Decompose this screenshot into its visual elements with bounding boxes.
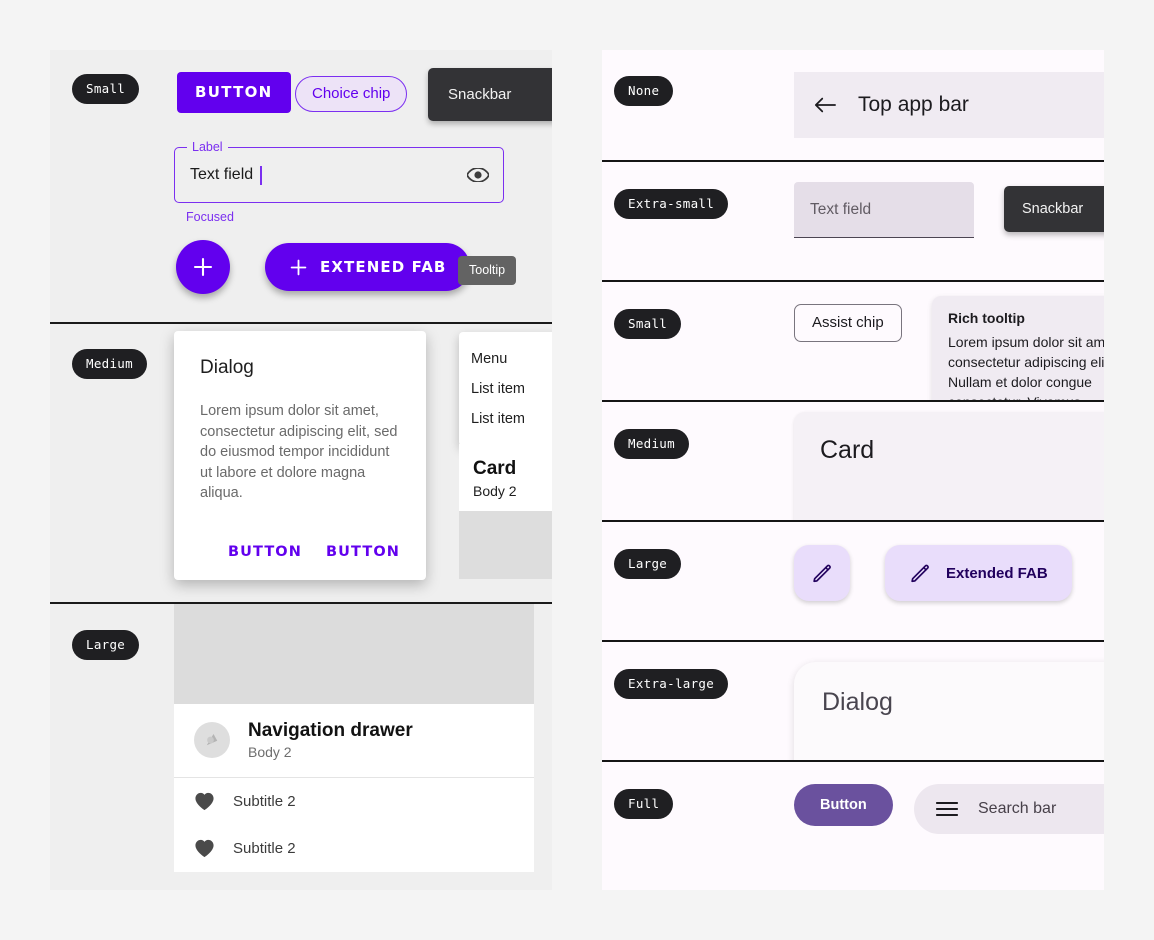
dialog-action-2[interactable]: BUTTON [325, 543, 400, 560]
size-badge-small: Small [614, 309, 682, 339]
choice-chip[interactable]: Choice chip [295, 76, 408, 112]
extended-fab-label: EXTENED FAB [320, 258, 447, 276]
rich-tooltip-body: Lorem ipsum dolor sit amet, consectetur … [948, 334, 1104, 400]
dialog: Dialog [794, 662, 1104, 760]
rich-tooltip-title: Rich tooltip [948, 310, 1025, 326]
text-field-value: Text field [190, 166, 254, 183]
drawer-list-item-label: Subtitle 2 [233, 793, 296, 810]
size-badge-full: Full [614, 789, 674, 819]
avatar-icon [194, 722, 230, 758]
menu-item[interactable]: List item [471, 381, 525, 397]
dialog-action-1[interactable]: BUTTON [227, 543, 302, 560]
card-title: Card [820, 436, 875, 464]
dialog-title: Dialog [200, 357, 254, 378]
tooltip: Tooltip [458, 256, 517, 285]
drawer-header: Navigation drawer Body 2 [174, 704, 534, 778]
drawer-list-item-label: Subtitle 2 [233, 840, 296, 857]
snackbar: Snackbar [428, 68, 552, 121]
right-row-extra-small: Extra-small Text field Snackbar [602, 160, 1104, 280]
drawer-list-item[interactable]: Subtitle 2 [174, 825, 534, 872]
right-row-none: None Top app bar [602, 50, 1104, 160]
hamburger-icon[interactable] [936, 801, 958, 817]
pencil-icon [909, 562, 931, 584]
plus-icon [192, 256, 214, 278]
size-badge-none: None [614, 76, 674, 106]
card-header: Card Body 2 [459, 444, 552, 511]
card-body: Body 2 [473, 483, 517, 499]
size-badge-extra-small: Extra-small [614, 189, 729, 219]
right-row-small: Small Assist chip Rich tooltip Lorem ips… [602, 280, 1104, 400]
arrow-left-icon[interactable] [814, 96, 836, 114]
menu-item[interactable]: List item [471, 411, 525, 427]
right-panel: None Top app bar Extra-small Text field [602, 50, 1104, 890]
drawer-list-item[interactable]: Subtitle 2 [174, 778, 534, 825]
right-row-large: Large Extended FAB [602, 520, 1104, 640]
size-badge-medium: Medium [72, 349, 147, 379]
right-row-extra-large: Extra-large Dialog [602, 640, 1104, 760]
heart-icon [194, 839, 215, 858]
snackbar: Snackbar [1004, 186, 1104, 232]
left-section-medium: Medium Dialog Lorem ipsum dolor sit amet… [50, 322, 552, 602]
card-title: Card [473, 458, 517, 479]
dialog-actions: BUTTON BUTTON [200, 544, 400, 566]
dialog: Dialog Lorem ipsum dolor sit amet, conse… [174, 331, 426, 580]
plus-icon [289, 258, 308, 277]
assist-chip[interactable]: Assist chip [794, 304, 902, 342]
search-bar[interactable]: Search bar [914, 784, 1104, 834]
drawer-title: Navigation drawer [248, 720, 413, 741]
extended-fab-button[interactable]: EXTENED FAB [265, 243, 471, 291]
filled-button[interactable]: Button [794, 784, 893, 826]
right-row-full: Full Button Search bar [602, 760, 1104, 880]
menu-header: Menu [471, 351, 508, 367]
text-cursor [260, 165, 262, 185]
search-bar-placeholder: Search bar [978, 800, 1057, 817]
size-badge-extra-large: Extra-large [614, 669, 729, 699]
rich-tooltip: Rich tooltip Lorem ipsum dolor sit amet,… [932, 296, 1104, 400]
fab-button[interactable] [794, 545, 850, 601]
size-badge-medium: Medium [614, 429, 689, 459]
left-section-large: Large Navigation drawer Body 2 [50, 602, 552, 890]
top-app-bar: Top app bar [794, 72, 1104, 138]
extended-fab-label: Extended FAB [946, 564, 1048, 582]
text-field-box[interactable]: Label Text field [174, 140, 504, 203]
fab-button[interactable] [176, 240, 230, 294]
dialog-body: Lorem ipsum dolor sit amet, consectetur … [200, 403, 398, 501]
text-field-helper: Focused [186, 210, 234, 224]
size-badge-large: Large [614, 549, 682, 579]
text-field-label: Label [187, 140, 228, 154]
outlined-text-field[interactable]: Label Text field Focused [174, 140, 504, 224]
pencil-icon [811, 562, 833, 584]
right-row-medium: Medium Card [602, 400, 1104, 520]
heart-icon [194, 792, 215, 811]
navigation-drawer: Navigation drawer Body 2 Subtitle 2 [174, 604, 534, 872]
filled-text-field[interactable]: Text field [794, 182, 974, 238]
card: Card [794, 412, 1104, 520]
filled-button[interactable]: BUTTON [177, 72, 291, 113]
size-badge-small: Small [72, 74, 140, 104]
drawer-hero-image [174, 604, 534, 704]
left-section-small: Small BUTTON Choice chip Snackbar Label … [50, 50, 552, 322]
menu: Menu List item List item [459, 332, 552, 446]
size-badge-large: Large [72, 630, 140, 660]
left-panel: Small BUTTON Choice chip Snackbar Label … [50, 50, 552, 890]
drawer-subtitle: Body 2 [248, 744, 292, 760]
card: Card Body 2 [459, 444, 552, 579]
dialog-title: Dialog [822, 688, 893, 716]
extended-fab-button[interactable]: Extended FAB [885, 545, 1072, 601]
card-media [459, 511, 552, 579]
eye-icon[interactable] [467, 168, 489, 182]
top-app-bar-title: Top app bar [858, 93, 969, 116]
